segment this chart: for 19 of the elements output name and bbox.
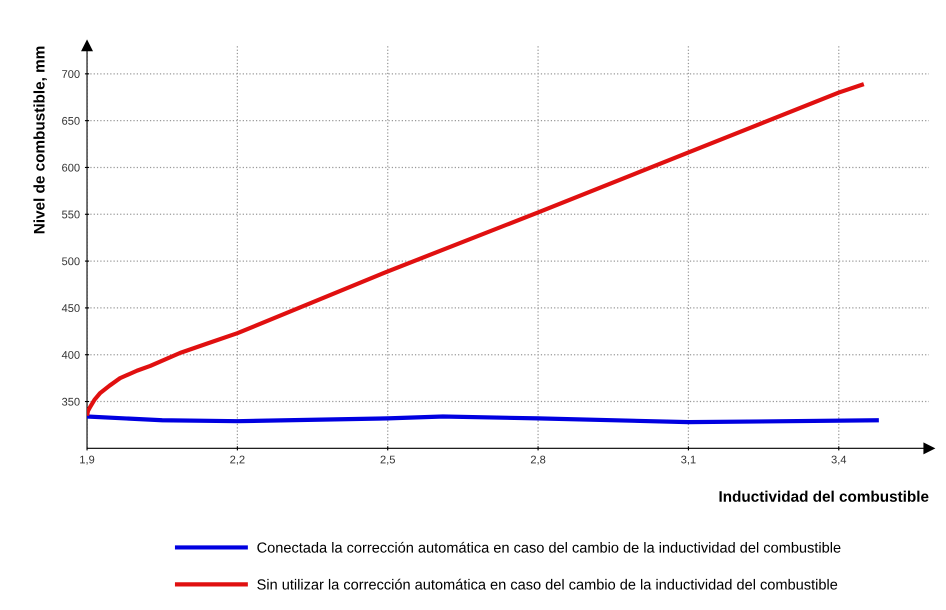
legend-label: Conectada la corrección automática en caso del cambio de la inductividad del combustible [257, 542, 840, 553]
x-axis-title: Inductividad del combustible [719, 490, 928, 502]
y-tick-label: 650 [62, 116, 80, 125]
x-tick-label: 1,9 [80, 456, 94, 465]
y-tick-label: 600 [62, 164, 80, 172]
x-tick-label: 2,8 [530, 456, 546, 465]
x-tick-label: 3,4 [831, 456, 846, 465]
y-axis-title: Nivel de combustible, mm [33, 46, 47, 234]
y-tick-label: 400 [62, 350, 80, 359]
y-tick-label: 350 [62, 398, 80, 406]
y-tick-label: 450 [62, 304, 80, 312]
y-tick-label: 500 [62, 257, 80, 266]
x-tick-label: 2,5 [380, 456, 395, 465]
y-tick-label: 700 [62, 70, 80, 78]
y-tick-label: 550 [62, 210, 80, 218]
x-tick-label: 3,1 [681, 456, 696, 465]
x-tick-label: 2,2 [230, 456, 245, 465]
line-series [87, 82, 866, 418]
legend-label: Sin utilizar la corrección automática en caso del cambio de la inductividad del combustible [257, 578, 838, 590]
